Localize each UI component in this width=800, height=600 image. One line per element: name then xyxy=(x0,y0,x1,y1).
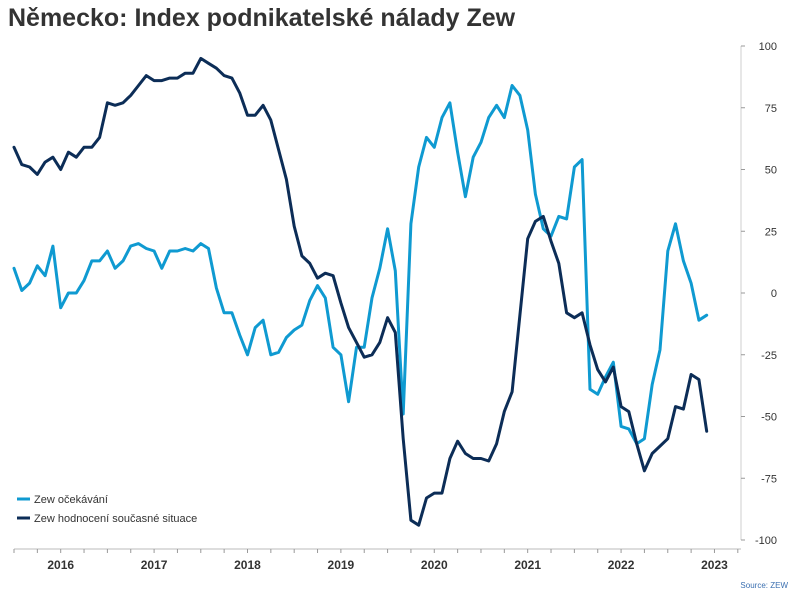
x-tick-label: 2017 xyxy=(141,558,168,572)
x-tick-label: 2023 xyxy=(701,558,728,572)
y-tick-label: 75 xyxy=(765,103,777,115)
x-tick-label: 2020 xyxy=(421,558,448,572)
y-tick-label: 25 xyxy=(765,226,777,238)
y-tick-label: -25 xyxy=(761,350,777,362)
plot-area xyxy=(12,56,709,527)
x-tick-label: 2019 xyxy=(328,558,355,572)
y-tick-label: 100 xyxy=(759,41,777,53)
x-tick-label: 2018 xyxy=(234,558,261,572)
y-tick-label: -100 xyxy=(755,535,777,547)
series-line-2 xyxy=(12,56,709,527)
legend-label: Zew očekávání xyxy=(34,494,108,506)
y-tick-label: -50 xyxy=(761,412,777,424)
series-line-1 xyxy=(12,84,709,446)
x-tick-label: 2016 xyxy=(47,558,74,572)
x-tick-label: 2022 xyxy=(608,558,635,572)
chart-title: Německo: Index podnikatelské nálady Zew xyxy=(8,4,516,32)
y-tick-label: 0 xyxy=(771,288,777,300)
y-tick-label: -75 xyxy=(761,473,777,485)
source-note: Source: ZEW xyxy=(740,581,788,590)
legend: Zew očekávání Zew hodnocení současné situ… xyxy=(17,494,197,525)
y-tick-label: 50 xyxy=(765,165,777,177)
x-tick-label: 2021 xyxy=(514,558,541,572)
axes: -100 -75 -50 -25 0 25 50 75 100 2016 2017 2018 2019 2… xyxy=(13,41,777,572)
legend-label: Zew hodnocení současné situace xyxy=(34,513,197,525)
